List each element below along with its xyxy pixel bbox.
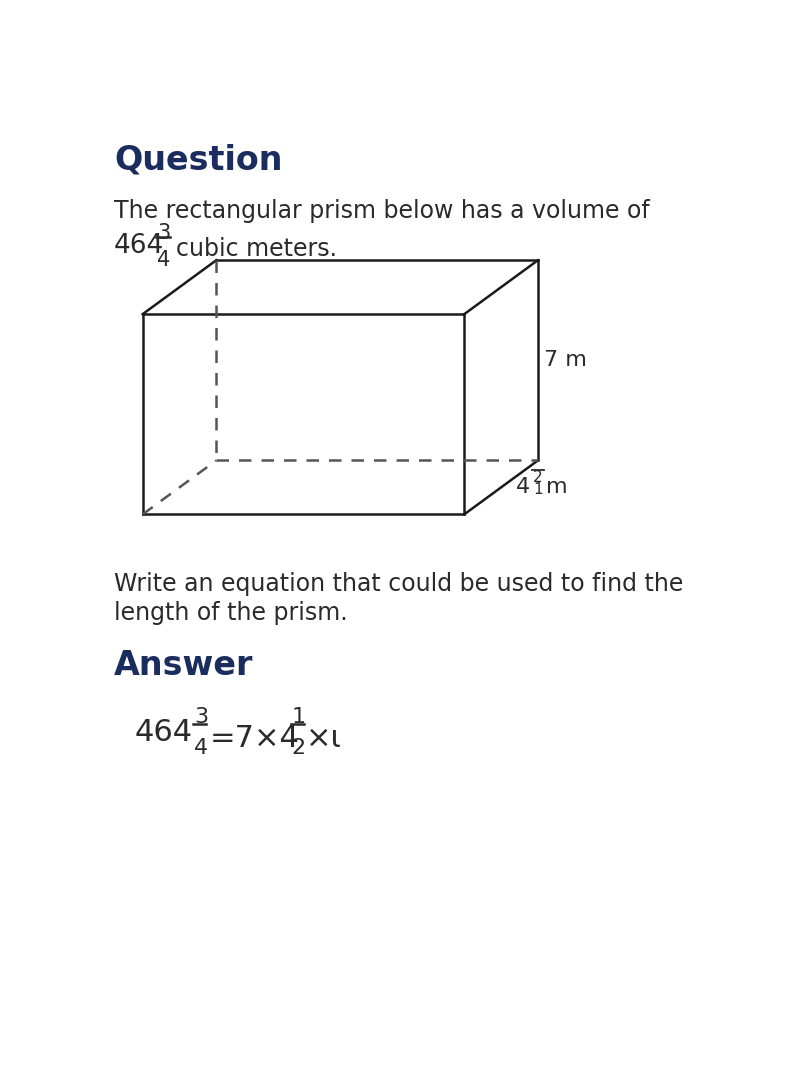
Text: 4: 4 xyxy=(194,737,208,758)
Text: length of the prism.: length of the prism. xyxy=(114,600,347,624)
Text: =7×4: =7×4 xyxy=(210,723,299,752)
Text: cubic meters.: cubic meters. xyxy=(176,237,337,261)
Text: 2: 2 xyxy=(291,737,306,758)
Text: 4: 4 xyxy=(516,478,530,497)
Text: 3: 3 xyxy=(158,223,170,244)
Text: Answer: Answer xyxy=(114,649,254,682)
Text: 2: 2 xyxy=(534,470,543,485)
Text: 1: 1 xyxy=(534,482,543,497)
Text: The rectangular prism below has a volume of: The rectangular prism below has a volume… xyxy=(114,198,650,223)
Text: 7 m: 7 m xyxy=(544,350,587,371)
Text: Write an equation that could be used to find the: Write an equation that could be used to … xyxy=(114,572,683,596)
Text: 3: 3 xyxy=(194,707,208,727)
Text: 464: 464 xyxy=(114,233,164,260)
Text: m: m xyxy=(546,478,567,497)
Text: Question: Question xyxy=(114,143,282,176)
Text: ×ι: ×ι xyxy=(306,723,342,752)
Text: 1: 1 xyxy=(291,707,306,727)
Text: 4: 4 xyxy=(158,250,170,271)
Text: 464: 464 xyxy=(135,718,193,747)
